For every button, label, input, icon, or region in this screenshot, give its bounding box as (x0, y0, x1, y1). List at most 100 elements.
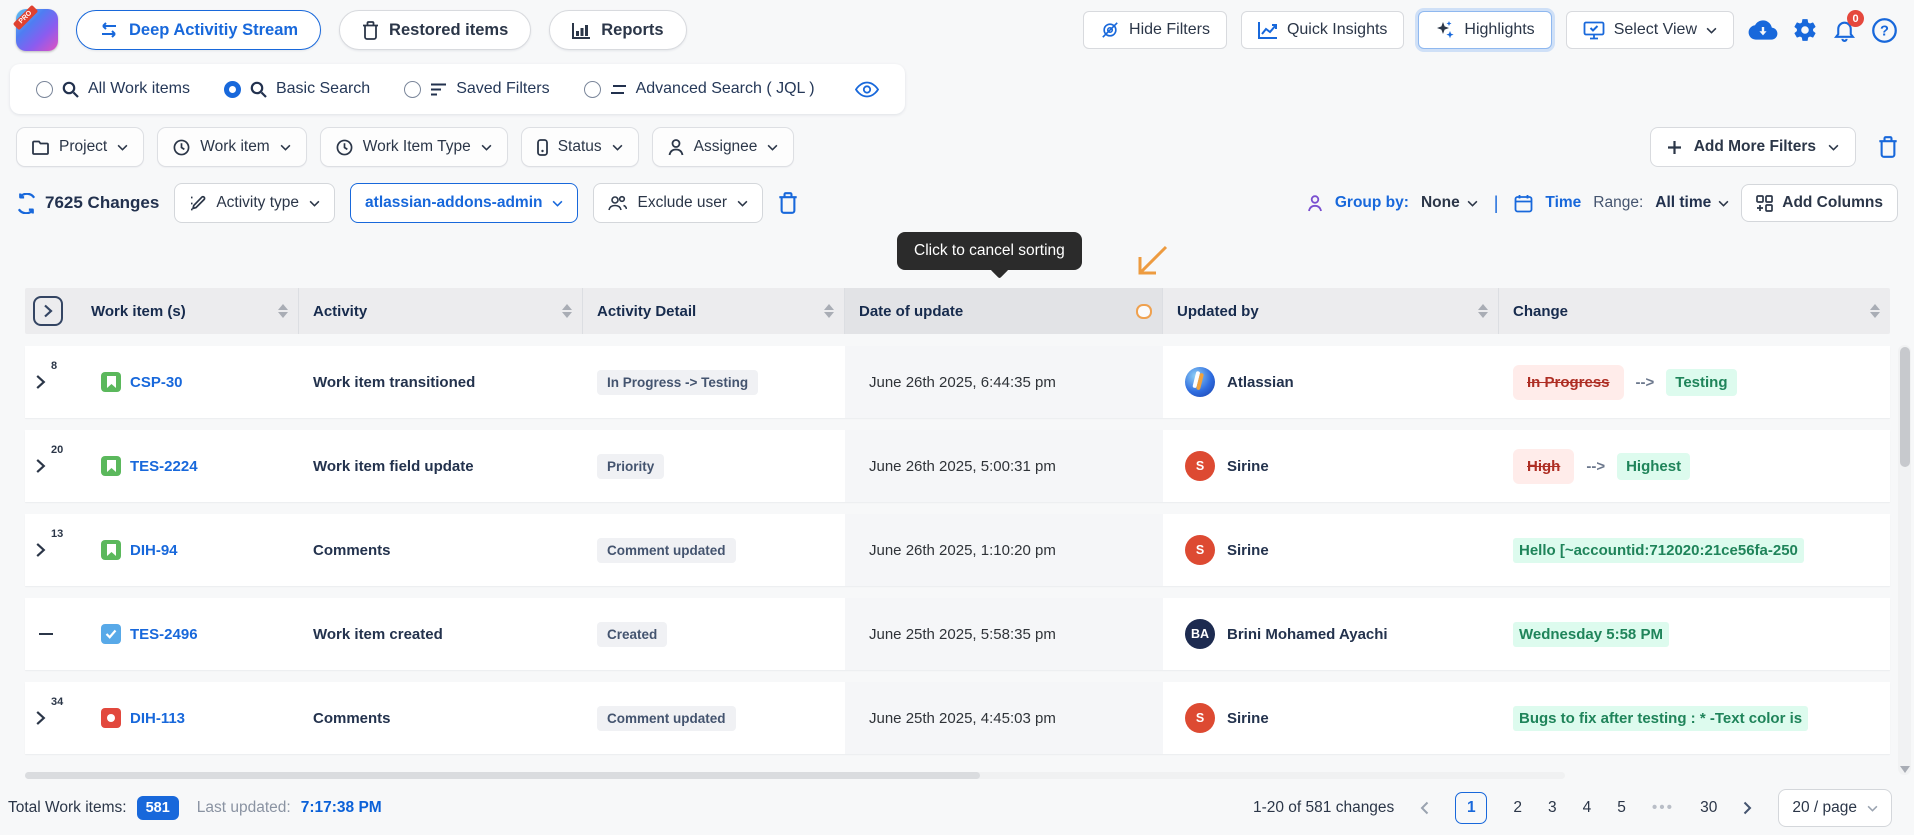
avatar: S (1185, 535, 1215, 565)
filter-work-item[interactable]: Work item (157, 127, 307, 167)
clear-user-filter-button[interactable] (778, 192, 798, 214)
select-view-button[interactable]: Select View (1565, 11, 1734, 49)
detail-badge: Created (597, 621, 668, 647)
user-name: Atlassian (1227, 373, 1294, 391)
settings-button[interactable] (1792, 17, 1818, 43)
divider: | (1493, 192, 1499, 213)
button-label: Add More Filters (1693, 138, 1816, 155)
column-header-updated-by[interactable]: Updated by (1163, 288, 1499, 334)
expand-chevron-icon (36, 375, 46, 389)
page-size-dropdown[interactable]: 20 / page (1778, 789, 1892, 827)
quick-insights-button[interactable]: Quick Insights (1240, 11, 1405, 49)
scrollbar-thumb[interactable] (25, 772, 980, 779)
exclude-user-dropdown[interactable]: Exclude user (593, 183, 764, 223)
work-item-key-link[interactable]: DIH-113 (130, 709, 186, 727)
group-by-value-dropdown[interactable]: None (1421, 194, 1478, 212)
work-item-key-link[interactable]: DIH-94 (130, 541, 178, 559)
filter-project[interactable]: Project (16, 127, 145, 167)
detail-badge: In Progress -> Testing (597, 369, 759, 395)
page-ellipsis[interactable]: ••• (1651, 799, 1675, 816)
expand-cell[interactable]: 8 (25, 346, 77, 418)
tab-reports[interactable]: Reports (549, 10, 687, 50)
radio-saved-filters[interactable]: Saved Filters (404, 80, 550, 98)
tab-deep-activity-stream[interactable]: Deep Activitiy Stream (76, 10, 322, 50)
stream-swap-icon (102, 22, 116, 38)
old-value-badge: In Progress (1513, 364, 1624, 400)
page-button-1[interactable]: 1 (1455, 792, 1488, 824)
activity-toolbar: 7625 Changes Activity type atlassian-add… (16, 183, 1898, 223)
avatar (1185, 367, 1215, 397)
user-filter-dropdown[interactable]: atlassian-addons-admin (350, 183, 579, 223)
scrollbar-thumb[interactable] (1899, 347, 1910, 467)
vertical-scrollbar[interactable] (1898, 345, 1911, 775)
activity-cell: Work item transitioned (313, 373, 476, 391)
page-button-4[interactable]: 4 (1582, 799, 1592, 816)
radio-advanced-search-jql[interactable]: Advanced Search ( JQL ) (583, 80, 815, 98)
add-more-filters-button[interactable]: Add More Filters (1649, 127, 1856, 167)
date-cell: June 26th 2025, 1:10:20 pm (845, 514, 1163, 586)
expand-cell[interactable]: 20 (25, 430, 77, 502)
radio-all-work-items[interactable]: All Work items (36, 80, 190, 98)
grid-plus-icon (1756, 194, 1774, 212)
radio-basic-search[interactable]: Basic Search (223, 80, 370, 98)
previous-page-button[interactable] (1420, 801, 1429, 815)
avatar: S (1185, 451, 1215, 481)
activity-type-dropdown[interactable]: Activity type (174, 183, 336, 223)
column-header-change[interactable]: Change (1499, 288, 1890, 334)
filter-status[interactable]: Status (520, 127, 639, 167)
filter-label: Work item (200, 138, 270, 155)
change-arrow: --> (1586, 457, 1606, 475)
page-button-2[interactable]: 2 (1513, 799, 1522, 816)
work-item-key-link[interactable]: TES-2224 (130, 457, 198, 475)
expand-cell[interactable]: 34 (25, 682, 77, 754)
page-button-5[interactable]: 5 (1617, 799, 1626, 816)
expand-cell[interactable]: 13 (25, 514, 77, 586)
expand-all-button[interactable] (33, 296, 63, 326)
header-label: Activity (313, 302, 368, 320)
group-by-value: None (1420, 194, 1460, 211)
column-header-work-item[interactable]: Work item (s) (77, 288, 299, 334)
chevron-down-icon (1867, 805, 1878, 812)
horizontal-scrollbar[interactable] (25, 772, 1565, 779)
scroll-down-arrow[interactable] (1900, 766, 1910, 773)
sort-icon (1870, 304, 1880, 318)
hide-filters-button[interactable]: Hide Filters (1083, 11, 1227, 49)
next-page-button[interactable] (1743, 801, 1752, 815)
expand-chevron-icon (36, 459, 46, 473)
chevron-down-icon (481, 144, 492, 151)
detail-badge: Priority (597, 453, 665, 479)
work-item-cell: TES-2496 (77, 598, 299, 670)
filter-work-item-type[interactable]: Work Item Type (319, 127, 508, 167)
radio-label: All Work items (88, 80, 190, 97)
activity-detail-cell: Comment updated (583, 682, 845, 754)
filter-assignee[interactable]: Assignee (651, 127, 795, 167)
active-sort-control[interactable] (1136, 303, 1152, 319)
user-name: Sirine (1227, 709, 1269, 727)
work-item-key-link[interactable]: TES-2496 (130, 625, 198, 643)
refresh-icon[interactable] (16, 192, 37, 214)
export-cloud-button[interactable] (1748, 18, 1778, 42)
help-button[interactable]: ? (1871, 17, 1898, 44)
work-item-key-link[interactable]: CSP-30 (130, 373, 183, 391)
header-label: Date of update (859, 302, 964, 320)
detail-badge: Comment updated (597, 537, 736, 563)
radio-circle (36, 80, 53, 98)
time-range-dropdown[interactable]: All time (1655, 194, 1729, 212)
footer-bar: Total Work items: 581 Last updated: 7:17… (0, 789, 1914, 835)
clear-filters-button[interactable] (1878, 136, 1898, 158)
work-item-cell: CSP-30 (77, 346, 299, 418)
tab-restored-items[interactable]: Restored items (339, 10, 532, 50)
column-header-date-of-update[interactable]: Date of update (845, 288, 1163, 334)
column-header-activity[interactable]: Activity (299, 288, 583, 334)
filter-row-right: Add More Filters (1649, 127, 1898, 167)
story-icon (101, 540, 121, 560)
column-header-activity-detail[interactable]: Activity Detail (583, 288, 845, 334)
notifications-button[interactable]: 0 (1832, 10, 1864, 43)
add-columns-button[interactable]: Add Columns (1741, 184, 1898, 222)
preview-query-button[interactable] (854, 81, 879, 98)
page-button-3[interactable]: 3 (1547, 799, 1557, 816)
pointer-arrow-icon (1138, 245, 1168, 275)
highlights-button[interactable]: Highlights (1418, 11, 1552, 49)
page-button-last[interactable]: 30 (1700, 799, 1718, 816)
change-cell: Hello [~accountid:712020:21ce56fa-250 (1499, 514, 1890, 586)
